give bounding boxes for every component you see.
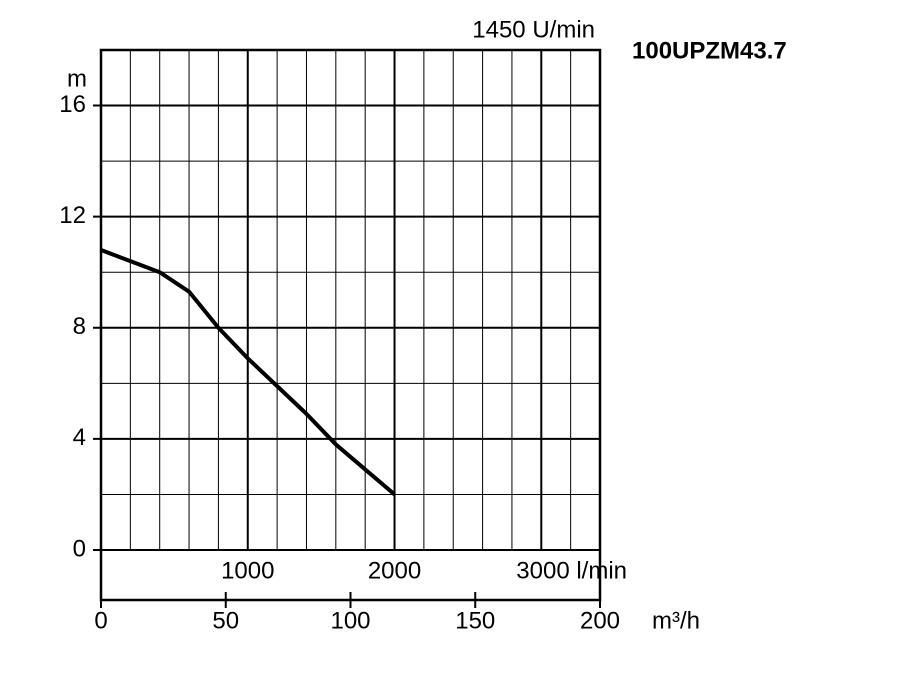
plot-frame	[99, 48, 602, 602]
x-tick-label: 50	[212, 607, 239, 634]
x2-tick-label: 1000	[221, 557, 274, 584]
y-tick-label: 12	[59, 202, 86, 229]
x-tick-label: 0	[94, 607, 107, 634]
y-axis-label: m	[67, 65, 87, 92]
x2-tick-label: 2000	[368, 557, 421, 584]
y-tick-label: 8	[73, 313, 86, 340]
x-axis-label: m³/h	[652, 607, 700, 634]
chart-subtitle: 1450 U/min	[472, 16, 595, 43]
y-tick-label: 0	[73, 535, 86, 562]
y-tick-label: 4	[73, 424, 86, 451]
x-tick-label: 150	[455, 607, 495, 634]
y-tick-label: 16	[59, 91, 86, 118]
x-tick-label: 100	[330, 607, 370, 634]
x-tick-label: 200	[580, 607, 620, 634]
pump-curve	[100, 248, 396, 496]
chart-title: 100UPZM43.7	[632, 37, 787, 64]
x2-tick-label: 3000 l/min	[516, 557, 627, 584]
